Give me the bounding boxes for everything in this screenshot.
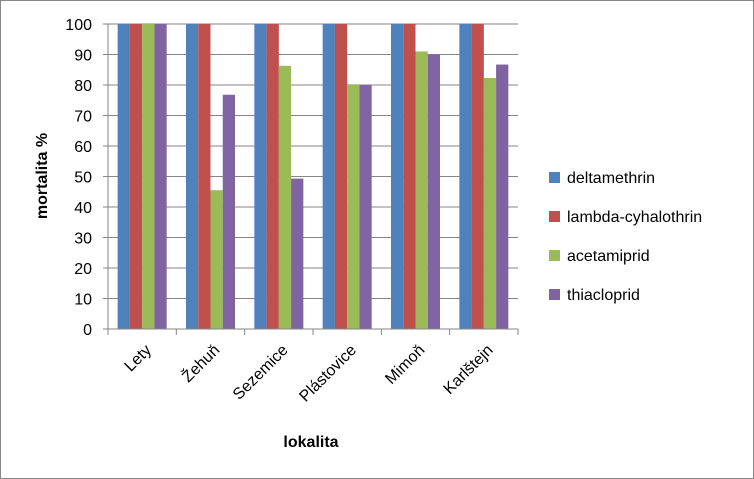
legend-swatch-thiacloprid	[549, 289, 560, 300]
bars	[117, 24, 509, 329]
bar-thiacloprid-1	[222, 94, 235, 329]
bar-deltamethrin-4	[391, 24, 404, 329]
bar-acetamiprid-1	[210, 190, 223, 329]
bar-acetamiprid-3	[347, 85, 360, 329]
legend-label-deltamethrin: deltamethrin	[567, 170, 655, 187]
legend: deltamethrin lambda-cyhalothrin acetamipri…	[549, 170, 702, 304]
legend-swatch-deltamethrin	[549, 172, 560, 183]
bar-lambda-cyhalothrin-1	[198, 24, 211, 329]
y-axis-title: mortalita %	[34, 133, 51, 219]
bar-lambda-cyhalothrin-5	[471, 24, 484, 329]
legend-label-acetamiprid: acetamiprid	[567, 248, 650, 265]
x-axis-title: lokalita	[283, 434, 338, 451]
y-tick-label: 30	[74, 231, 92, 248]
y-tick-labels: 0 10 20 30 40 50 60 70 80 90 100	[65, 17, 92, 339]
bar-acetamiprid-5	[483, 77, 497, 329]
bar-thiacloprid-2	[291, 178, 304, 329]
y-tick-label: 100	[65, 17, 92, 34]
x-tick-label: Mimoň	[382, 342, 428, 388]
bar-lambda-cyhalothrin-3	[334, 24, 348, 329]
bar-deltamethrin-1	[186, 24, 199, 329]
bar-thiacloprid-5	[496, 64, 509, 329]
bar-lambda-cyhalothrin-0	[129, 24, 143, 329]
bar-deltamethrin-3	[322, 24, 335, 329]
y-tick-label: 20	[74, 261, 92, 278]
y-tick-label: 80	[74, 78, 92, 95]
bar-lambda-cyhalothrin-4	[403, 24, 416, 329]
x-tick-label: Sezemice	[230, 342, 292, 404]
x-tick-label: Karlštejn	[441, 342, 497, 398]
bar-deltamethrin-0	[117, 24, 130, 329]
bar-thiacloprid-4	[427, 54, 440, 329]
axes	[107, 24, 519, 335]
bar-thiacloprid-0	[154, 24, 167, 329]
bar-acetamiprid-2	[278, 65, 292, 329]
legend-label-lambda-cyhalothrin: lambda-cyhalothrin	[567, 209, 702, 226]
bar-thiacloprid-3	[359, 85, 372, 329]
legend-swatch-acetamiprid	[549, 250, 560, 261]
bar-deltamethrin-5	[459, 24, 472, 329]
y-tick-label: 10	[74, 292, 92, 309]
y-tick-label: 40	[74, 200, 92, 217]
legend-label-thiacloprid: thiacloprid	[567, 287, 640, 304]
y-tick-label: 90	[74, 48, 92, 65]
bar-acetamiprid-4	[415, 51, 428, 329]
bar-lambda-cyhalothrin-2	[266, 24, 279, 329]
x-tick-label: Lety	[122, 342, 155, 375]
x-tick-label: Plástovice	[296, 342, 360, 406]
y-tick-label: 0	[83, 322, 92, 339]
x-tick-label: Žehuň	[178, 340, 224, 386]
y-tick-label: 70	[74, 109, 92, 126]
bar-acetamiprid-0	[142, 24, 155, 329]
y-tick-label: 60	[74, 139, 92, 156]
legend-swatch-lambda-cyhalothrin	[549, 211, 560, 222]
bar-deltamethrin-2	[254, 24, 267, 329]
x-tick-labels: Lety Žehuň Sezemice Plástovice Mimoň Karlštej…	[122, 340, 497, 405]
y-tick-label: 50	[74, 170, 92, 187]
